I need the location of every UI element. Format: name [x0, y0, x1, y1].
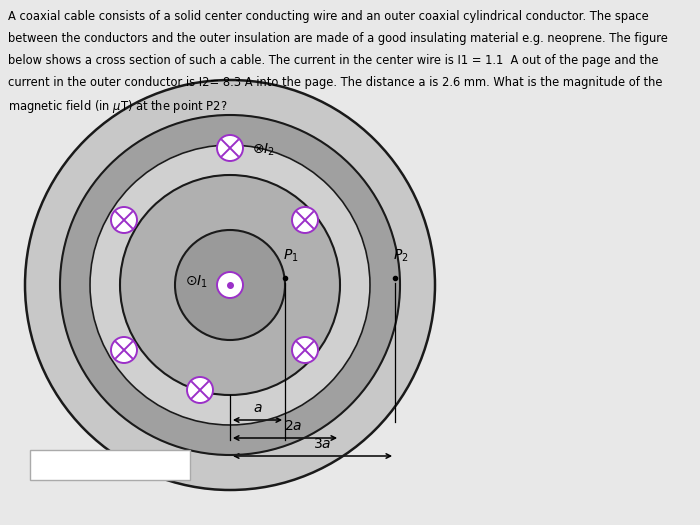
Text: $\otimes I_2$: $\otimes I_2$ — [252, 142, 275, 158]
Circle shape — [120, 175, 340, 395]
Circle shape — [111, 207, 137, 233]
Circle shape — [292, 207, 318, 233]
Circle shape — [217, 272, 243, 298]
Text: A coaxial cable consists of a solid center conducting wire and an outer coaxial : A coaxial cable consists of a solid cent… — [8, 10, 649, 23]
Circle shape — [187, 377, 213, 403]
Circle shape — [175, 230, 285, 340]
Circle shape — [292, 337, 318, 363]
Text: magnetic field (in $\mu$T) at the point P2?: magnetic field (in $\mu$T) at the point … — [8, 98, 228, 115]
Circle shape — [111, 337, 137, 363]
Text: between the conductors and the outer insulation are made of a good insulating ma: between the conductors and the outer ins… — [8, 32, 668, 45]
Text: below shows a cross section of such a cable. The current in the center wire is I: below shows a cross section of such a ca… — [8, 54, 659, 67]
Text: $P_1$: $P_1$ — [283, 248, 299, 264]
Circle shape — [90, 145, 370, 425]
Circle shape — [217, 135, 243, 161]
Text: $2a$: $2a$ — [284, 419, 302, 433]
Circle shape — [25, 80, 435, 490]
Text: $3a$: $3a$ — [314, 437, 332, 451]
Bar — [30, 450, 190, 480]
Text: $a$: $a$ — [253, 401, 262, 415]
Circle shape — [60, 115, 400, 455]
Text: $P_2$: $P_2$ — [393, 248, 409, 264]
Text: current in the outer conductor is I2= 8.3 A into the page. The distance a is 2.6: current in the outer conductor is I2= 8.… — [8, 76, 662, 89]
Text: $\odot I_1$: $\odot I_1$ — [185, 274, 207, 290]
